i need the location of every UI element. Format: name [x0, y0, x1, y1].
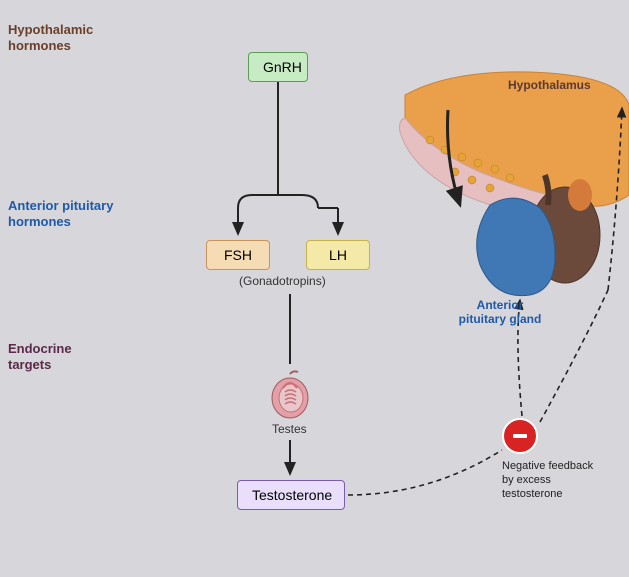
node-gnrh: GnRH: [248, 52, 308, 82]
text: Anterior pituitary: [8, 198, 113, 213]
label-gonadotropins: (Gonadotropins): [239, 274, 326, 288]
text: hormones: [8, 38, 71, 53]
node-fsh: FSH: [206, 240, 270, 270]
node-label: GnRH: [263, 59, 302, 75]
text: by excess: [502, 474, 551, 486]
node-label: FSH: [224, 247, 252, 263]
text: Negative feedback: [502, 460, 593, 472]
label-anterior-pituitary: Anterior pituitary hormones: [8, 198, 113, 229]
text: pituitary gland: [459, 312, 542, 326]
text: targets: [8, 357, 51, 372]
label-hypothalamus: Hypothalamus: [508, 78, 591, 92]
negative-feedback-icon: [502, 418, 538, 454]
text: Hypothalamic: [8, 22, 93, 37]
node-lh: LH: [306, 240, 370, 270]
label-negative-feedback: Negative feedback by excess testosterone: [502, 460, 622, 501]
text: Endocrine: [8, 341, 72, 356]
label-hypothalamic: Hypothalamic hormones: [8, 22, 93, 53]
label-endocrine-targets: Endocrine targets: [8, 341, 72, 372]
label-anterior-pituitary-gland: Anterior pituitary gland: [445, 298, 555, 327]
text: (Gonadotropins): [239, 274, 326, 288]
node-testosterone: Testosterone: [237, 480, 345, 510]
text: testosterone: [502, 488, 563, 500]
label-testes: Testes: [272, 422, 307, 436]
text: hormones: [8, 214, 71, 229]
testes-icon: [265, 368, 315, 425]
node-label: LH: [329, 247, 347, 263]
minus-icon: [513, 434, 527, 438]
text: Testes: [272, 422, 307, 436]
text: Anterior: [477, 298, 524, 312]
text: Hypothalamus: [508, 78, 591, 92]
node-label: Testosterone: [252, 487, 332, 503]
